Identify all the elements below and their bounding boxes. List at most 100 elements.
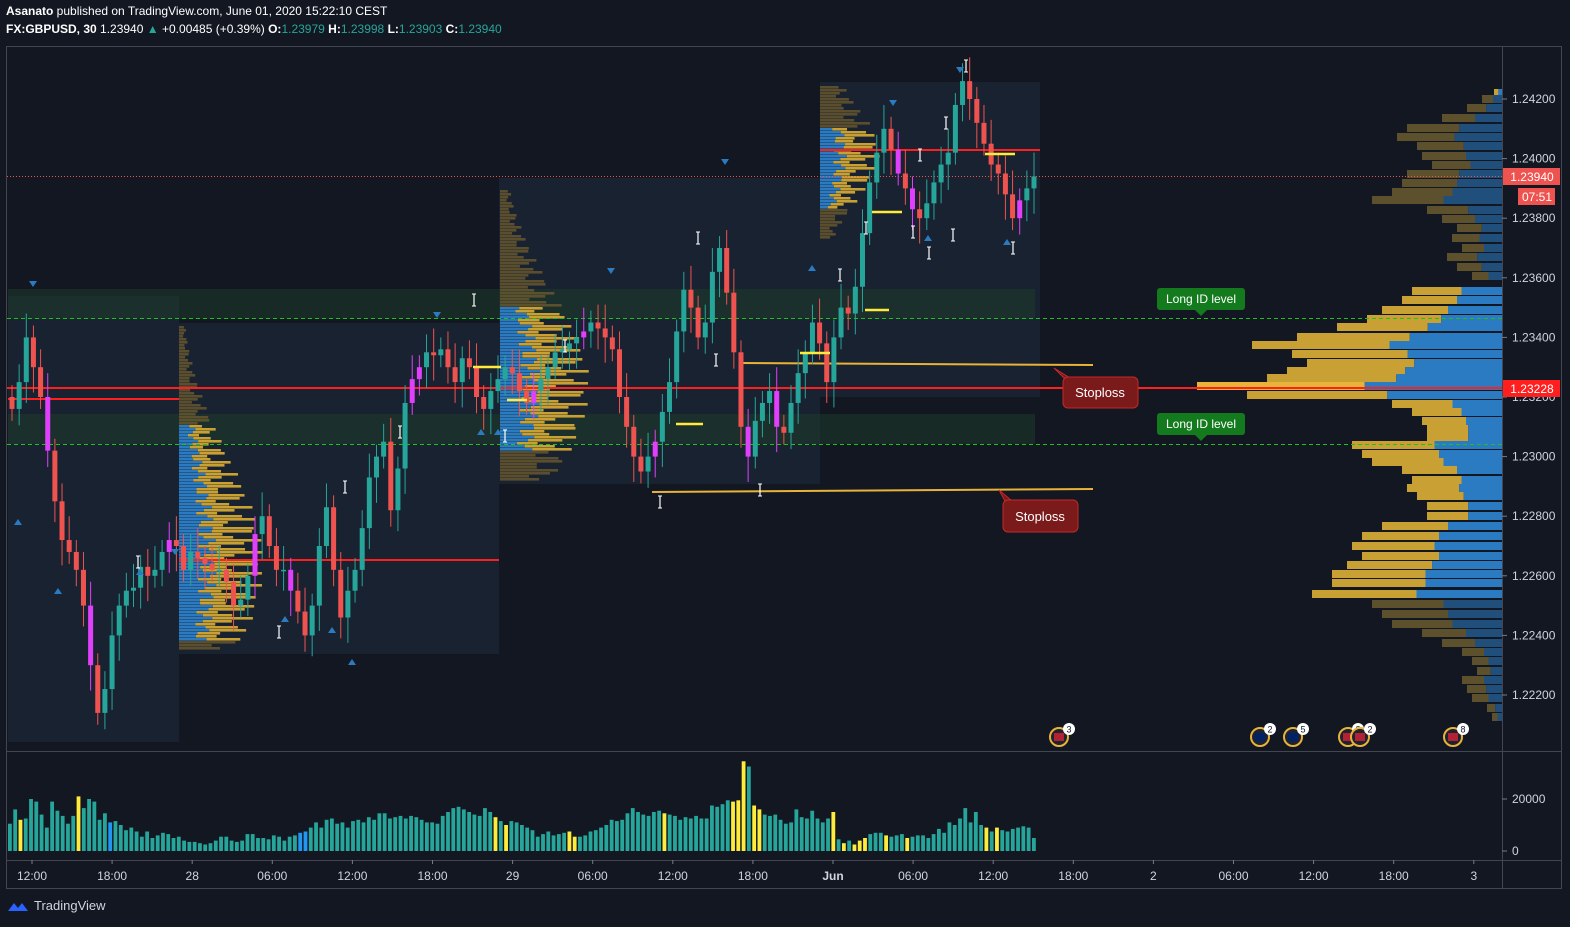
volume-profile-row [1475, 639, 1502, 647]
volume-profile-row [1488, 694, 1502, 702]
volume-bar [963, 808, 968, 851]
symbol-label[interactable]: FX:GBPUSD, 30 [6, 22, 97, 36]
candle-body [652, 441, 658, 457]
profile-row [820, 110, 861, 113]
economic-event-badges[interactable]: 325228 [1049, 723, 1469, 747]
candle-body [910, 188, 916, 210]
candle-body [145, 566, 151, 576]
profile-row [500, 256, 524, 259]
volume-bar [398, 815, 403, 851]
volume-bar [18, 819, 23, 851]
stoploss-label-upper[interactable]: Stoploss [1053, 367, 1139, 409]
volume-bar [403, 818, 408, 851]
volume-profile-row [1362, 450, 1439, 458]
volume-bar [108, 822, 113, 851]
long-label-upper[interactable]: Long ID level [1157, 288, 1245, 316]
profile-row [198, 590, 222, 593]
candle-body [724, 248, 730, 293]
candle-body [166, 540, 172, 552]
profile-row [820, 152, 839, 155]
volume-bar [620, 819, 625, 851]
volume-profile-row [1448, 522, 1502, 530]
high-value: 1.23998 [340, 22, 385, 36]
time-axis[interactable]: 12:00 18:00 28 06:00 12:00 18:00 29 06:00 12:00 1… [17, 860, 1477, 883]
candle-body [767, 391, 773, 403]
volume-bar [910, 836, 915, 851]
volume-profile-row [1407, 124, 1460, 132]
profile-row [179, 617, 213, 620]
volume-bar [847, 840, 852, 851]
volume-bar [1021, 826, 1026, 851]
volume-profile-row [1484, 676, 1502, 684]
candle-body [524, 391, 530, 403]
profile-row [500, 391, 538, 394]
volume-bar [298, 832, 303, 851]
event-count-text: 2 [1267, 725, 1272, 735]
profile-row [833, 185, 851, 188]
candle-body [566, 343, 572, 350]
candle-body [495, 379, 501, 392]
profile-row [179, 341, 188, 344]
volume-bar [694, 815, 698, 851]
profile-row [198, 533, 223, 536]
profile-row [179, 527, 213, 530]
profile-row [210, 593, 250, 596]
profile-row [532, 448, 572, 451]
profile-row [198, 524, 224, 527]
profile-row [500, 205, 514, 208]
profile-row [179, 350, 190, 353]
profile-row [820, 209, 848, 212]
volume-profile-row [1488, 272, 1502, 280]
profile-row [524, 418, 556, 421]
stoploss-label-lower[interactable]: Stoploss [998, 489, 1079, 533]
candle-body [516, 373, 522, 392]
candle-body [695, 307, 701, 338]
low-marker-icon [1003, 239, 1011, 245]
volume-bar [514, 822, 519, 851]
profile-row [500, 229, 517, 232]
profile-row [820, 128, 833, 131]
volume-profile-row [1382, 306, 1448, 314]
profile-row [527, 367, 562, 370]
profile-row [500, 400, 527, 403]
volume-profile-row [1498, 89, 1502, 97]
volume-profile-row [1396, 374, 1502, 382]
profile-row [500, 307, 520, 310]
profile-row [820, 176, 843, 179]
profile-row [179, 605, 213, 608]
profile-row [820, 155, 847, 158]
volume-profile-row [1459, 124, 1502, 132]
candle-body [366, 477, 372, 529]
low-marker-icon [328, 627, 336, 633]
profile-row [820, 86, 839, 89]
profile-row [530, 406, 569, 409]
volume-profile-row [1267, 374, 1397, 382]
profile-row [520, 376, 546, 379]
low-label: L: [387, 22, 399, 36]
time-tick-label: 06:00 [578, 869, 608, 883]
volume-bar [662, 813, 667, 851]
volume-bar [34, 801, 39, 851]
candle-body [924, 203, 930, 219]
author-name[interactable]: Asanato [6, 4, 54, 18]
profile-row [179, 404, 201, 407]
volume-profile-row [1432, 561, 1502, 569]
candle-body [445, 349, 451, 368]
long-label-lower[interactable]: Long ID level [1157, 413, 1245, 441]
profile-row [196, 611, 218, 614]
profile-row [179, 368, 187, 371]
profile-row [820, 218, 836, 221]
time-tick-label: 06:00 [1218, 869, 1248, 883]
tradingview-logo-icon[interactable] [6, 899, 30, 913]
profile-row [532, 325, 572, 328]
low-marker-icon [924, 235, 932, 241]
profile-row [500, 265, 520, 268]
volume-bar [931, 834, 936, 851]
time-tick-label: 06:00 [898, 869, 928, 883]
profile-row [500, 313, 527, 316]
price-axis[interactable]: 1.24200 1.24000 1.23800 1.23600 1.23400 1.232… [1502, 92, 1556, 702]
profile-row [202, 614, 233, 617]
footer-brand[interactable]: TradingView [34, 898, 106, 913]
candle-body [702, 322, 708, 338]
